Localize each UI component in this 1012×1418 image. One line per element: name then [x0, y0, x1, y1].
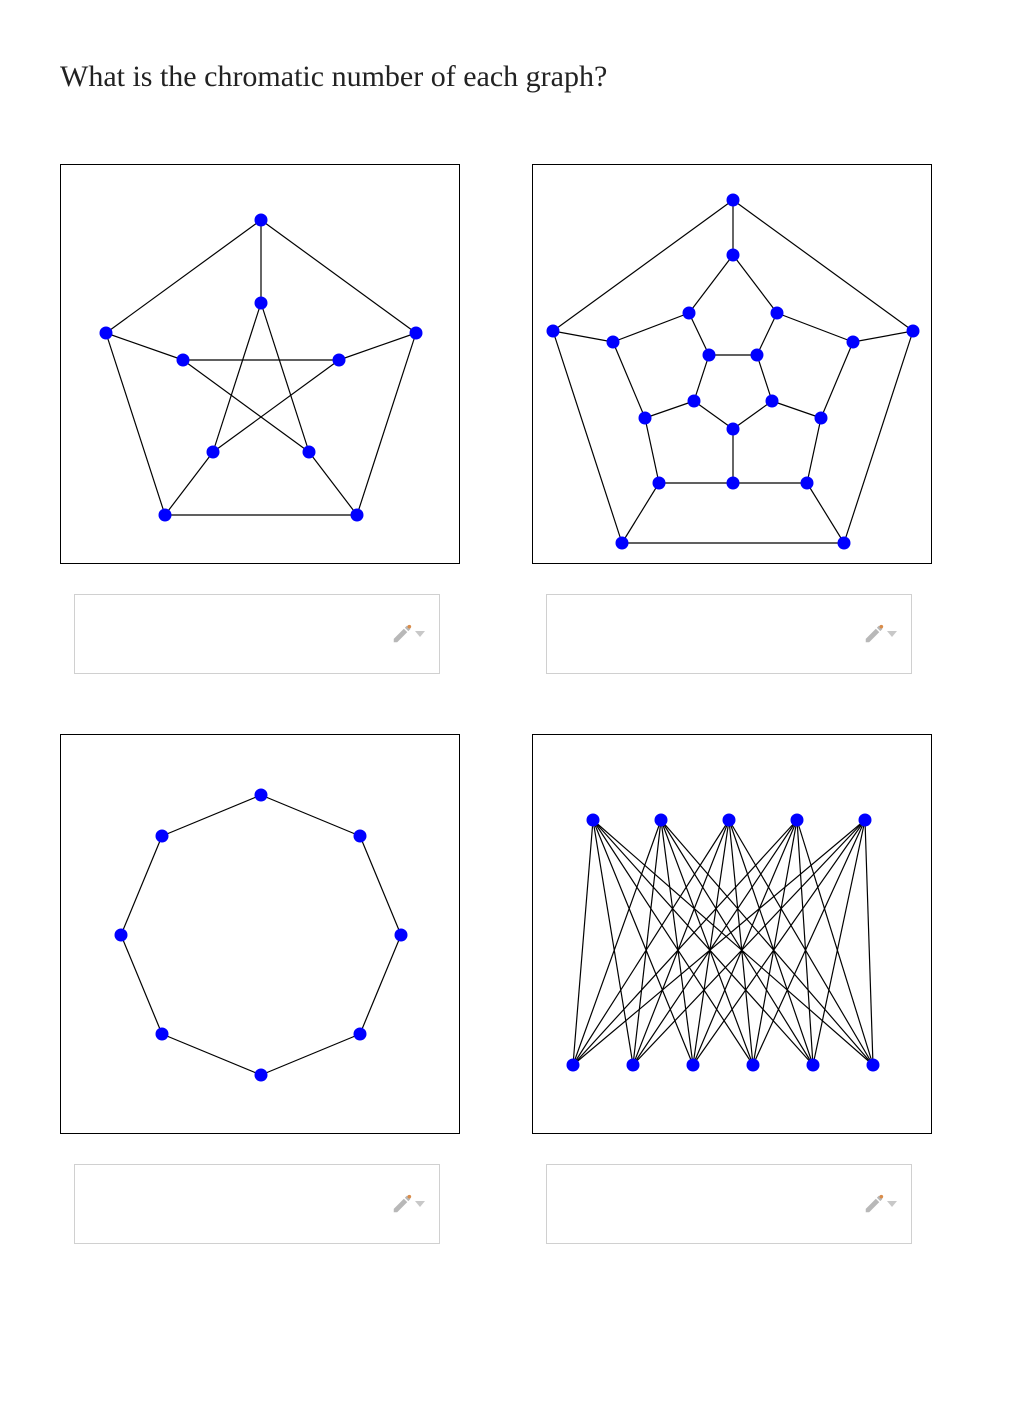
cell-3 — [60, 734, 490, 1244]
graph-box-2 — [532, 164, 932, 564]
answer-input-4[interactable] — [546, 1164, 912, 1244]
graph-svg-4 — [533, 735, 933, 1135]
pencil-icon — [863, 1193, 897, 1215]
pencil-icon — [391, 1193, 425, 1215]
graph-box-1 — [60, 164, 460, 564]
graph-grid — [60, 164, 962, 1244]
graph-box-3 — [60, 734, 460, 1134]
cell-1 — [60, 164, 490, 674]
cell-2 — [532, 164, 962, 674]
answer-input-1[interactable] — [74, 594, 440, 674]
question-text: What is the chromatic number of each gra… — [60, 60, 962, 94]
pencil-icon — [863, 623, 897, 645]
graph-svg-3 — [61, 735, 461, 1135]
graph-box-4 — [532, 734, 932, 1134]
cell-4 — [532, 734, 962, 1244]
answer-input-3[interactable] — [74, 1164, 440, 1244]
graph-svg-1 — [61, 165, 461, 565]
graph-svg-2 — [533, 165, 933, 565]
pencil-icon — [391, 623, 425, 645]
answer-input-2[interactable] — [546, 594, 912, 674]
